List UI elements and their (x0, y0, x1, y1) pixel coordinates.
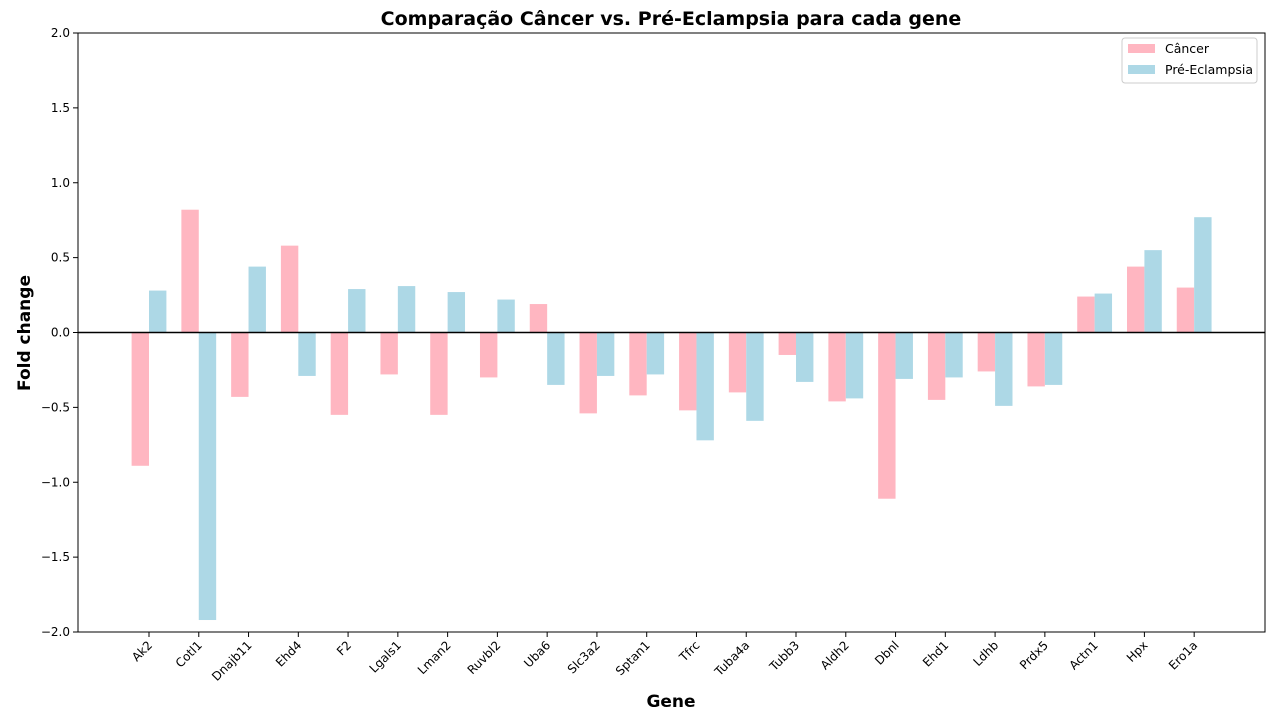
legend-label: Câncer (1165, 41, 1210, 56)
bar-pre-eclampsia (1144, 250, 1162, 333)
bar-cancer (430, 332, 448, 415)
bar-pre-eclampsia (1044, 332, 1063, 385)
bar-cancer (679, 332, 697, 411)
bar-cancer (629, 332, 647, 396)
bar-pre-eclampsia (1194, 217, 1212, 333)
x-tick-label: Actn1 (1066, 638, 1100, 672)
bar-cancer (728, 332, 747, 393)
y-tick-label: −1.5 (41, 550, 70, 564)
bar-cancer (231, 332, 249, 397)
x-tick-label: Tfrc (676, 638, 703, 665)
bar-pre-eclampsia (547, 332, 565, 385)
bar-pre-eclampsia (447, 292, 466, 333)
x-tick-label: Aldh2 (818, 638, 852, 672)
y-tick-label: −0.5 (41, 400, 70, 414)
bar-pre-eclampsia (397, 286, 416, 333)
x-tick-label: Lgals1 (367, 638, 404, 675)
bar-cancer (280, 245, 299, 333)
bar-pre-eclampsia (596, 332, 615, 376)
x-tick-label: Ehd1 (920, 638, 951, 669)
bar-pre-eclampsia (149, 290, 167, 333)
bar-cancer (479, 332, 498, 378)
bar-cancer (181, 209, 199, 333)
y-axis: −2.0 −1.5 −1.0 −0.5 0.0 0.5 1.0 1.5 2.0 (41, 26, 78, 639)
bar-cancer (529, 304, 548, 333)
bar-cancer (778, 332, 797, 355)
bar-cancer (131, 332, 149, 466)
x-tick-label: Prdx5 (1017, 638, 1051, 672)
bar-cancer (828, 332, 846, 402)
y-tick-label: 1.5 (51, 101, 70, 115)
bar-cancer (579, 332, 597, 414)
x-tick-label: F2 (334, 638, 354, 658)
y-tick-label: 2.0 (51, 26, 70, 40)
bar-pre-eclampsia (945, 332, 963, 378)
bar-pre-eclampsia (348, 289, 366, 333)
bar-pre-eclampsia (796, 332, 814, 382)
bar-cancer (1027, 332, 1045, 387)
bar-cancer (1077, 296, 1095, 333)
bar-pre-eclampsia (845, 332, 864, 399)
x-tick-label: Ehd4 (273, 638, 304, 669)
x-tick-label: Dbnl (872, 638, 902, 668)
x-tick-label: Tuba4a (711, 638, 752, 679)
x-tick-label: Sptan1 (613, 638, 653, 678)
x-tick-label: Dnajb11 (209, 638, 255, 684)
x-tick-label: Hpx (1124, 638, 1151, 665)
bar-cancer (927, 332, 946, 400)
bar-pre-eclampsia (248, 266, 266, 333)
bar-pre-eclampsia (497, 299, 515, 333)
bar-pre-eclampsia (746, 332, 764, 421)
bar-cancer (1127, 266, 1145, 333)
x-tick-label: Uba6 (521, 638, 553, 670)
bar-cancer (380, 332, 398, 375)
bar-pre-eclampsia (1094, 293, 1113, 333)
bar-pre-eclampsia (696, 332, 714, 441)
x-tick-label: Ero1a (1166, 638, 1200, 672)
x-tick-label: Cotl1 (173, 638, 205, 670)
y-tick-label: −2.0 (41, 625, 70, 639)
bar-pre-eclampsia (995, 332, 1013, 406)
x-tick-label: Ak2 (129, 638, 155, 664)
bar-pre-eclampsia (198, 332, 217, 621)
bar-cancer (977, 332, 996, 372)
y-tick-label: 0.5 (51, 251, 70, 265)
legend-items: Câncer Pré-Eclampsia (1128, 41, 1253, 77)
x-tick-label: Ruvbl2 (465, 638, 504, 677)
bar-pre-eclampsia (646, 332, 665, 375)
x-tick-label: Tubb3 (766, 638, 802, 674)
bars-layer (131, 209, 1212, 621)
x-tick-label: Slc3a2 (565, 638, 603, 676)
chart-title: Comparação Câncer vs. Pré-Eclampsia para… (381, 8, 962, 30)
x-axis-label: Gene (646, 692, 695, 712)
y-tick-label: 0.0 (51, 326, 70, 340)
legend-label: Pré-Eclampsia (1165, 62, 1253, 77)
bar-cancer (330, 332, 349, 415)
legend-swatch (1128, 44, 1155, 53)
y-tick-label: −1.0 (41, 475, 70, 489)
x-axis: Ak2 Cotl1 Dnajb11 Ehd4 F2 Lgals1 Lman2 Ruvbl2 Ub… (129, 632, 1200, 684)
y-axis-label: Fold change (15, 275, 35, 391)
bar-cancer (878, 332, 896, 499)
legend-swatch (1128, 65, 1155, 74)
legend: Câncer Pré-Eclampsia (1121, 37, 1258, 84)
x-tick-label: Ldhb (970, 638, 1001, 669)
bar-cancer (1176, 287, 1195, 333)
bar-pre-eclampsia (298, 332, 316, 376)
legend-box (1121, 37, 1258, 84)
x-tick-label: Lman2 (415, 638, 454, 677)
y-tick-label: 1.0 (51, 176, 70, 190)
bar-pre-eclampsia (895, 332, 913, 379)
